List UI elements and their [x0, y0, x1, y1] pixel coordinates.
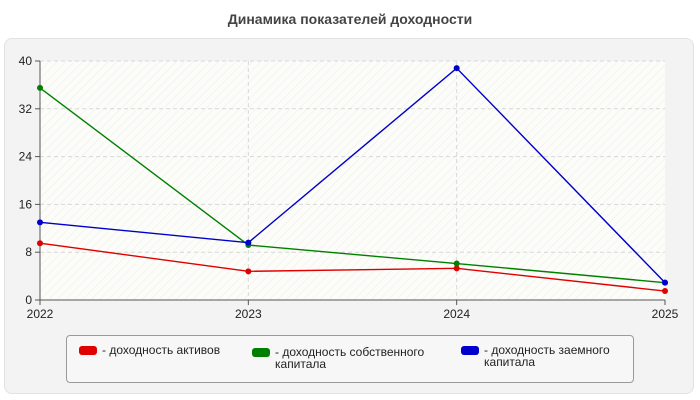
- data-point-1-0: [37, 84, 43, 91]
- legend-item-equity: - доходность собственного капитала: [252, 346, 424, 370]
- legend-item-assets: - доходность активов: [79, 344, 220, 356]
- x-tick-label: 2025: [652, 307, 679, 321]
- series-lines: [37, 65, 668, 295]
- data-point-0-2: [453, 265, 460, 272]
- series-line-0: [39, 242, 666, 292]
- data-point-0-0: [37, 240, 43, 247]
- plot-area-hatch: [40, 61, 665, 300]
- data-point-0-1: [245, 268, 252, 275]
- x-tick-label: 2023: [235, 307, 262, 321]
- axes: [39, 61, 665, 301]
- legend-swatch-debt: [461, 346, 479, 355]
- y-tick-label: 16: [19, 197, 33, 211]
- grid-lines: [40, 60, 665, 300]
- y-tick-label: 24: [19, 150, 33, 164]
- legend: - доходность активов - доходность собств…: [66, 335, 634, 383]
- series-line-1: [39, 87, 666, 284]
- tick-labels: 0 8 16 24 32 40 2022 2023 2024 2025: [19, 54, 679, 321]
- data-point-2-0: [37, 219, 43, 226]
- y-tick-label: 8: [25, 245, 32, 259]
- y-tick-label: 0: [25, 293, 32, 307]
- legend-swatch-assets: [79, 346, 97, 355]
- data-point-2-3: [662, 279, 668, 286]
- x-tick-label: 2022: [27, 307, 54, 321]
- data-point-2-2: [453, 65, 460, 72]
- chart-title: Динамика показателей доходности: [227, 11, 473, 27]
- x-tick-label: 2024: [443, 307, 470, 321]
- legend-item-debt: - доходность заемного капитала: [461, 344, 610, 368]
- legend-label-equity: - доходность собственного капитала: [275, 345, 425, 371]
- data-point-0-3: [662, 288, 668, 295]
- y-tick-label: 32: [19, 102, 33, 116]
- data-point-1-2: [453, 260, 460, 267]
- series-line-2: [39, 67, 666, 284]
- y-tick-label: 40: [19, 54, 33, 68]
- legend-label-assets: - доходность активов: [102, 343, 221, 357]
- legend-label-debt: - доходность заемного капитала: [484, 343, 610, 369]
- legend-swatch-equity: [252, 348, 270, 357]
- data-point-2-1: [245, 239, 252, 246]
